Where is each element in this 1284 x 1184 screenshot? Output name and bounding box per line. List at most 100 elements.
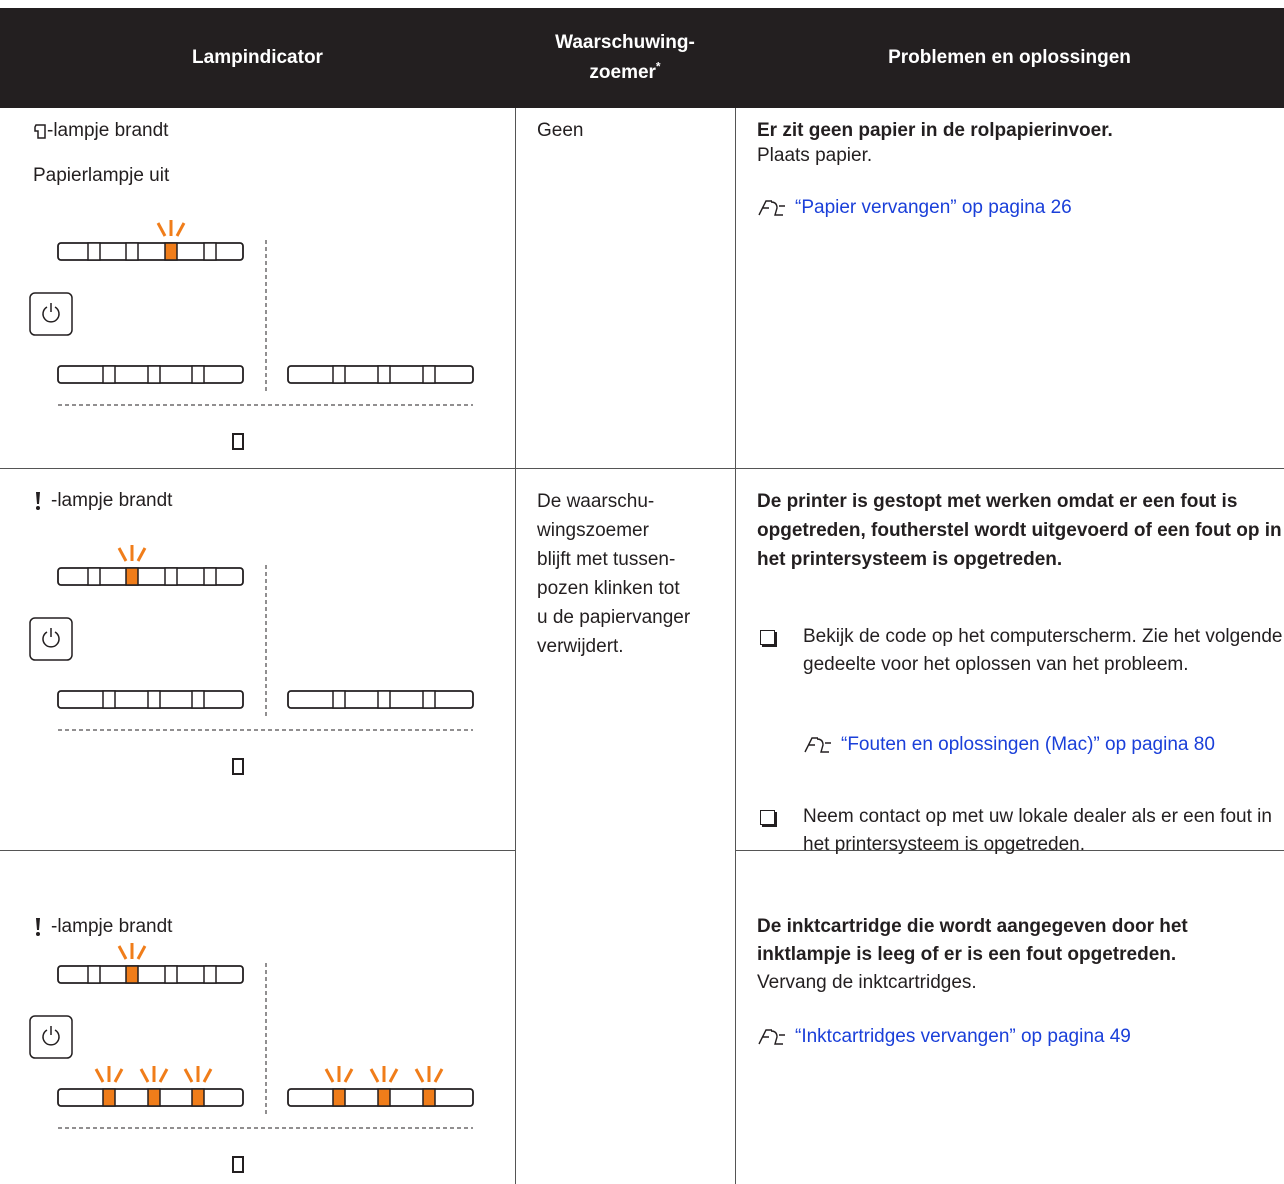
- error-icon: [36, 917, 40, 936]
- link-icon: [758, 200, 785, 216]
- light-cell: [87, 567, 101, 586]
- lamp-text: -lampje brandt: [33, 913, 172, 941]
- light-cell: [102, 690, 116, 709]
- light-cell: [87, 242, 101, 261]
- error-icon: [36, 491, 40, 510]
- light-cell: [164, 242, 178, 261]
- light-ray: [388, 1068, 399, 1083]
- power-button: [29, 617, 73, 661]
- light-ray: [139, 1068, 150, 1083]
- light-ray: [113, 1068, 124, 1083]
- buzzer-line: pozen klinken tot: [537, 578, 680, 599]
- solution-text: Vervang de inktcartridges.: [757, 972, 977, 993]
- header: Waarschuwing-zoemer*: [545, 28, 705, 88]
- light-cell: [191, 365, 205, 384]
- power-button: [29, 1015, 73, 1059]
- buzzer-line: De waarschu-: [537, 491, 655, 512]
- link[interactable]: “Inktcartridges vervangen” op pagina 49: [757, 1023, 1131, 1051]
- power-icon: [42, 303, 60, 323]
- light-ray: [117, 945, 128, 960]
- light-ray: [94, 1068, 105, 1083]
- light-ray: [343, 1068, 354, 1083]
- power-icon: [42, 628, 60, 648]
- light-ray: [414, 1068, 425, 1083]
- light-cell: [191, 690, 205, 709]
- paper-slot: [232, 433, 244, 450]
- header-text: Waarschuwing-zoemer: [555, 32, 695, 83]
- light-cell: [125, 965, 139, 984]
- header-cell: Lampindicator: [0, 8, 515, 108]
- light-ray: [183, 1068, 194, 1083]
- buzzer-text: Geen: [537, 120, 584, 141]
- header-note: *: [655, 59, 661, 74]
- buzzer-line: blijft met tussen-: [537, 549, 676, 570]
- buzzer-line: verwijdert.: [537, 636, 624, 657]
- light-ray: [175, 222, 186, 237]
- light-cell: [377, 1088, 391, 1107]
- light-ray: [158, 1068, 169, 1083]
- light-cell: [164, 965, 178, 984]
- light-cell: [203, 242, 217, 261]
- link-icon: [804, 737, 831, 753]
- light-cell: [422, 690, 436, 709]
- light-cell: [102, 365, 116, 384]
- solution-title: De printer is gestopt met werken omdat e…: [757, 491, 1282, 570]
- light-cell: [203, 965, 217, 984]
- header-cell: Waarschuwing-zoemer*: [515, 8, 735, 108]
- bullet: [760, 810, 775, 825]
- link[interactable]: “Fouten en oplossingen (Mac)” op pagina …: [803, 731, 1223, 759]
- link-text[interactable]: “Papier vervangen” op pagina 26: [795, 197, 1072, 218]
- light-bar: [57, 242, 244, 261]
- light-cell: [147, 1088, 161, 1107]
- light-cell: [125, 242, 139, 261]
- light-ray: [433, 1068, 444, 1083]
- light-cell: [377, 690, 391, 709]
- light-ray: [136, 945, 147, 960]
- lamp-label: Papierlampje uit: [33, 165, 170, 186]
- bullet-text: Neem contact op met uw lokale dealer als…: [803, 806, 1272, 855]
- lamp-text: -lampje brandt: [33, 117, 168, 145]
- light-bar: [57, 965, 244, 984]
- link-text[interactable]: “Fouten en oplossingen (Mac)” op pagina …: [841, 734, 1215, 755]
- light-ray: [369, 1068, 380, 1083]
- light-ray: [324, 1068, 335, 1083]
- link-text[interactable]: “Inktcartridges vervangen” op pagina 49: [795, 1026, 1131, 1047]
- light-cell: [332, 365, 346, 384]
- light-ray: [117, 547, 128, 562]
- light-cell: [377, 365, 391, 384]
- lamp-text: -lampje brandt: [33, 487, 172, 515]
- solution-text: Plaats papier.: [757, 145, 873, 166]
- light-cell: [203, 567, 217, 586]
- lamp-label: -lampje brandt: [51, 490, 173, 511]
- header-cell: Problemen en oplossingen: [735, 8, 1284, 108]
- link[interactable]: “Papier vervangen” op pagina 26: [757, 194, 1072, 222]
- light-cell: [164, 567, 178, 586]
- lamp-label: -lampje brandt: [51, 916, 173, 937]
- header: Lampindicator: [192, 47, 323, 68]
- light-cell: [125, 567, 139, 586]
- light-cell: [422, 365, 436, 384]
- buzzer-line: wingszoemer: [537, 520, 649, 541]
- light-ray: [136, 547, 147, 562]
- light-cell: [422, 1088, 436, 1107]
- light-cell: [332, 690, 346, 709]
- buzzer-text: De waarschu- wingszoemer blijft met tuss…: [537, 487, 690, 661]
- power-button: [29, 292, 73, 336]
- light-cell: [102, 1088, 116, 1107]
- light-cell: [332, 1088, 346, 1107]
- light-cell: [147, 365, 161, 384]
- light-cell: [191, 1088, 205, 1107]
- buzzer-line: u de papiervanger: [537, 607, 691, 628]
- light-cell: [87, 965, 101, 984]
- bullet-text: Bekijk de code op het computerscherm. Zi…: [803, 626, 1283, 675]
- solution-title: Er zit geen papier in de rolpapierinvoer…: [757, 120, 1113, 141]
- power-icon: [42, 1026, 60, 1046]
- solution-title: De inktcartridge die wordt aangegeven do…: [757, 916, 1188, 965]
- link-icon: [758, 1029, 785, 1045]
- light-bar: [57, 567, 244, 586]
- bullet: [760, 630, 775, 645]
- light-ray: [156, 222, 167, 237]
- light-ray: [202, 1068, 213, 1083]
